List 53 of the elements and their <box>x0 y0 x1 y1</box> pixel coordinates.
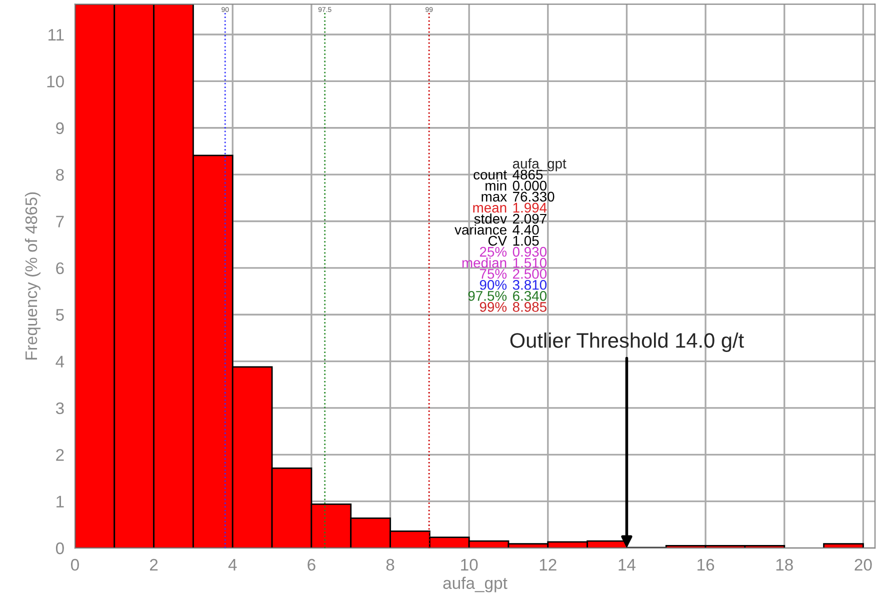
annotation: 2.097 <box>513 214 546 224</box>
annotation: 8.985 <box>512 302 546 312</box>
annotation: 4.40 <box>512 224 539 235</box>
annotation: CV <box>488 236 507 246</box>
y-tick-label: 0 <box>56 542 64 554</box>
annotation: 6.340 <box>513 291 547 301</box>
annotation: min <box>486 180 506 190</box>
x-tick-label: 18 <box>776 558 793 571</box>
annotation: 90% <box>480 280 507 290</box>
annotation: 3.810 <box>512 280 547 290</box>
x-tick-label: 8 <box>386 558 394 571</box>
annotation: 75% <box>480 269 507 279</box>
annotation: stdev <box>474 213 507 224</box>
annotation: 0.930 <box>512 246 547 257</box>
annotation: median <box>462 258 506 268</box>
annotation: 1.05 <box>513 236 539 246</box>
annotation: 97.5% <box>468 291 507 301</box>
x-tick-label: 12 <box>540 558 556 571</box>
annotation: 1.510 <box>513 258 547 268</box>
x-axis-title: aufa_gpt <box>443 576 508 592</box>
y-tick-label: 9 <box>56 122 64 134</box>
y-tick-label: 1 <box>56 496 64 508</box>
y-tick-label: 6 <box>56 262 64 274</box>
x-tick-label: 16 <box>698 558 714 571</box>
x-tick-label: 0 <box>71 558 79 571</box>
annotation: variance <box>454 224 506 235</box>
annotation: count <box>474 170 507 180</box>
annotation: max <box>482 194 507 202</box>
y-tick-label: 4 <box>56 356 64 368</box>
annotation: 4865 <box>512 170 543 180</box>
y-axis-title: Frequency (% of 4865) <box>24 192 40 360</box>
x-tick-label: 6 <box>308 558 316 571</box>
x-tick-label: 14 <box>618 559 636 571</box>
x-tick-label: 2 <box>150 558 158 571</box>
x-tick-label: 10 <box>461 558 478 571</box>
y-tick-label: 7 <box>56 216 64 228</box>
annotation: 0.000 <box>512 180 547 191</box>
annotation: 99% <box>480 302 507 312</box>
annotation: aufa_gpt <box>512 158 566 172</box>
annotation: 76.330 <box>513 192 554 202</box>
annotation: mean <box>473 205 506 213</box>
y-tick-label: 2 <box>56 449 64 461</box>
y-tick-label: 10 <box>47 76 64 88</box>
annotation: 25% <box>480 246 507 257</box>
x-tick-label: 20 <box>854 558 872 571</box>
annotation: 1.994 <box>513 202 547 213</box>
annotation: 2.500 <box>513 268 547 279</box>
y-tick-label: 11 <box>48 29 64 41</box>
y-tick-label: 8 <box>56 168 64 181</box>
y-tick-label: 3 <box>56 402 64 414</box>
x-tick-label: 4 <box>228 559 237 571</box>
y-tick-label: 5 <box>56 309 64 321</box>
annotation: Outlier Threshold 14.0 g/t <box>510 332 744 352</box>
